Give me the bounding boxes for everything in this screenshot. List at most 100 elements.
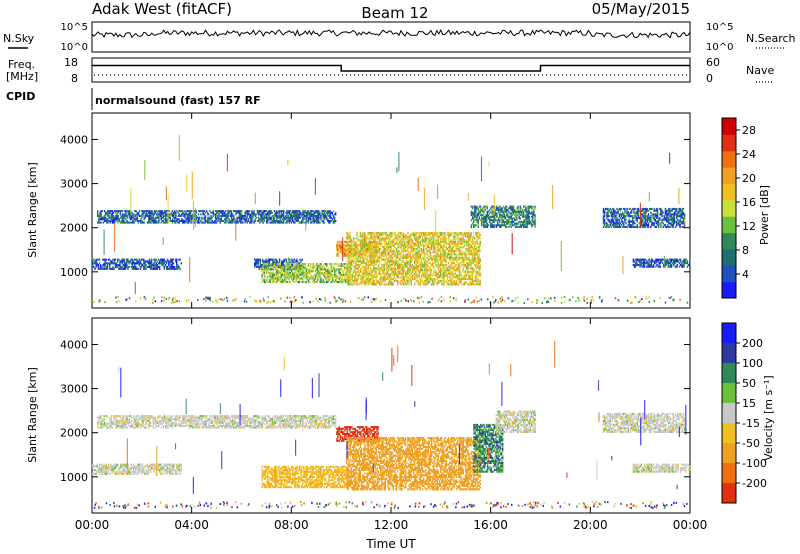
echo-cell [407, 253, 409, 256]
echo-cell [414, 258, 416, 261]
echo-cell [286, 221, 288, 224]
echo-cell [450, 251, 452, 254]
echo-cell [389, 246, 391, 249]
echo-cell [188, 220, 191, 222]
echo-cell [231, 213, 234, 216]
echo-cell [382, 246, 384, 249]
echo-cell [483, 226, 485, 228]
echo-cell [378, 249, 381, 252]
echo-cell [116, 220, 118, 222]
echo-cell [131, 267, 134, 270]
echo-cell [476, 270, 478, 273]
echo-cell [453, 249, 455, 252]
echo-cell [371, 253, 373, 256]
echo-cell [279, 210, 281, 213]
echo-cell [159, 210, 161, 213]
echo-cell [197, 220, 200, 222]
echo-cell [363, 269, 365, 272]
echo-cell [377, 279, 380, 282]
echo-cell [119, 211, 122, 214]
echo-cell [440, 267, 442, 270]
echo-cell [107, 211, 109, 214]
echo-cell [494, 219, 496, 222]
echo-cell [126, 220, 128, 222]
echo-cell [311, 268, 313, 271]
echo-cell [436, 283, 438, 286]
echo-cell [373, 255, 375, 258]
echo-cell [263, 211, 265, 214]
echo-cell [378, 235, 381, 238]
echo-cell [380, 233, 382, 236]
echo-cell [188, 218, 191, 221]
echo-cell [222, 220, 225, 222]
echo-cell [154, 210, 157, 213]
echo-cell [391, 267, 393, 270]
echo-cell [162, 260, 164, 263]
echo-cell [473, 255, 476, 258]
echo-cell [128, 213, 131, 216]
echo-cell [464, 255, 467, 258]
echo-cell [299, 273, 302, 276]
echo-cell [388, 235, 390, 238]
echo-cell [364, 274, 366, 277]
echo-cell [397, 255, 399, 258]
echo-cell [106, 220, 108, 222]
echo-cell [258, 213, 260, 216]
echo-cell [365, 237, 367, 240]
echo-cell [349, 235, 351, 238]
echo-cell [347, 246, 349, 249]
echo-cell [423, 258, 425, 261]
echo-cell [395, 255, 398, 258]
echo-cell [459, 237, 461, 240]
echo-cell [455, 232, 458, 235]
echo-cell [179, 267, 181, 270]
echo-cell [443, 246, 445, 249]
echo-cell [163, 211, 166, 214]
echo-cell [385, 253, 388, 256]
echo-cell [436, 281, 438, 284]
echo-cell [161, 258, 163, 261]
echo-cell [343, 251, 345, 254]
echo-cell [493, 224, 495, 227]
echo-cell [442, 274, 444, 277]
echo-cell [473, 246, 476, 249]
echo-cell [478, 270, 480, 273]
echo-cell [278, 210, 280, 213]
echo-cell [340, 249, 343, 252]
echo-cell [470, 274, 472, 277]
echo-cell [449, 235, 451, 238]
echo-cell [410, 246, 412, 249]
echo-cell [293, 210, 295, 213]
echo-cell [433, 255, 435, 258]
echo-cell [301, 270, 303, 273]
echo-cell [467, 263, 469, 266]
echo-cell [280, 210, 282, 213]
echo-cell [398, 246, 400, 249]
echo-cell [303, 273, 305, 276]
echo-cell [229, 221, 231, 224]
echo-cell [366, 235, 368, 238]
echo-cell [152, 264, 154, 267]
echo-cell [146, 215, 149, 217]
echo-cell [445, 239, 447, 242]
echo-cell [309, 272, 311, 275]
echo-cell [375, 270, 377, 273]
echo-cell [118, 267, 120, 270]
echo-cell [507, 220, 509, 223]
echo-cell [363, 262, 365, 265]
echo-cell [322, 216, 324, 219]
echo-cell [104, 260, 106, 263]
echo-cell [177, 264, 179, 267]
echo-cell [462, 267, 464, 270]
echo-cell [503, 217, 506, 220]
echo-cell [260, 215, 262, 217]
echo-cell [466, 281, 468, 284]
echo-cell [162, 258, 164, 261]
echo-cell [402, 270, 405, 273]
echo-cell [386, 263, 389, 266]
echo-cell [166, 220, 168, 222]
echo-cell [345, 279, 347, 282]
echo-cell [276, 218, 278, 221]
echo-cell [272, 220, 275, 222]
echo-cell [184, 220, 186, 222]
